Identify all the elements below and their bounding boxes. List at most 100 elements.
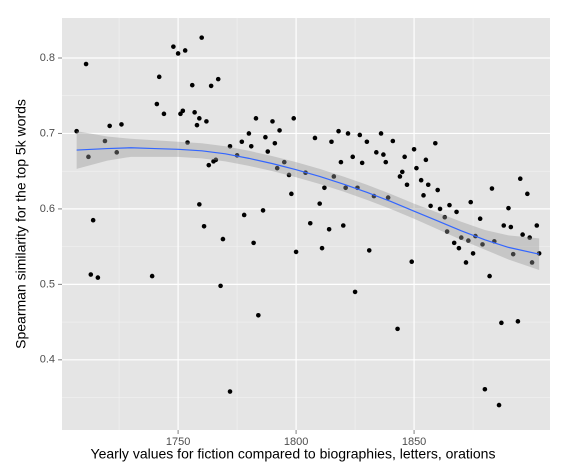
point <box>201 223 207 229</box>
point <box>274 165 280 171</box>
point <box>329 139 334 145</box>
y-tick-label: 0.7 <box>40 127 55 139</box>
point <box>319 245 325 251</box>
point <box>442 214 448 220</box>
point <box>345 131 351 136</box>
point <box>213 157 219 163</box>
point <box>496 402 502 408</box>
point <box>293 249 299 255</box>
point <box>171 44 176 49</box>
point <box>263 134 268 140</box>
y-tick-label: 0.6 <box>40 203 55 215</box>
point <box>189 82 195 88</box>
point <box>423 157 429 163</box>
point <box>338 159 344 165</box>
panel <box>62 18 550 430</box>
point <box>477 216 483 222</box>
x-axis-label: Yearly values for fiction compared to bi… <box>91 446 496 462</box>
point <box>456 245 462 251</box>
point <box>435 187 440 193</box>
point <box>350 154 356 160</box>
point <box>204 119 209 124</box>
point <box>466 238 471 243</box>
point <box>451 240 457 246</box>
point <box>86 154 91 160</box>
point <box>227 143 233 149</box>
point <box>156 74 162 80</box>
point <box>359 160 365 166</box>
point <box>463 260 469 265</box>
point <box>277 128 282 133</box>
point <box>378 131 384 136</box>
point <box>404 182 410 188</box>
point <box>326 226 332 232</box>
point <box>506 205 511 211</box>
y-axis-label: Spearman similarity for the top 5k words <box>13 99 29 349</box>
point <box>161 111 167 117</box>
point <box>239 139 245 145</box>
confidence-band <box>76 131 540 271</box>
point <box>307 220 313 226</box>
point <box>192 110 197 115</box>
point <box>385 195 391 200</box>
x-tick-label: 1750 <box>166 436 190 448</box>
point <box>529 260 535 265</box>
point <box>291 116 297 121</box>
point <box>208 83 214 89</box>
point <box>289 191 294 197</box>
y-tick-label: 0.4 <box>40 354 55 366</box>
point <box>482 386 488 392</box>
point <box>366 248 372 253</box>
point <box>180 108 186 114</box>
point <box>185 140 190 145</box>
point <box>102 138 108 144</box>
point <box>525 191 530 197</box>
point <box>501 223 507 228</box>
point <box>402 154 407 160</box>
point <box>74 128 79 134</box>
point <box>331 174 337 179</box>
point <box>411 146 417 152</box>
point <box>83 61 89 67</box>
point <box>444 229 450 234</box>
point <box>458 235 464 240</box>
point <box>489 186 495 191</box>
point <box>215 76 221 82</box>
point <box>182 48 188 53</box>
point <box>286 172 292 178</box>
point <box>487 273 492 279</box>
point <box>199 35 204 40</box>
point <box>397 174 403 179</box>
y-tick-label: 0.5 <box>40 278 55 290</box>
point <box>437 206 443 212</box>
point <box>414 165 419 171</box>
point <box>480 242 485 247</box>
point <box>454 209 459 215</box>
point <box>256 313 261 318</box>
point <box>517 176 523 182</box>
point <box>433 140 438 146</box>
point <box>312 135 318 141</box>
point <box>251 240 256 246</box>
point <box>418 177 424 183</box>
point <box>154 101 160 107</box>
point <box>227 389 233 394</box>
point <box>390 138 396 144</box>
point <box>317 201 322 206</box>
x-tick-label: 1850 <box>402 436 426 448</box>
point <box>272 140 278 146</box>
point <box>194 122 200 128</box>
point <box>352 289 358 295</box>
point <box>357 132 363 138</box>
point <box>536 251 542 256</box>
point <box>107 123 112 129</box>
point <box>381 152 386 157</box>
point <box>336 128 341 134</box>
point <box>421 193 426 198</box>
point <box>508 224 514 230</box>
point <box>90 217 96 223</box>
point <box>468 199 474 205</box>
point <box>399 169 405 175</box>
point <box>527 235 533 240</box>
